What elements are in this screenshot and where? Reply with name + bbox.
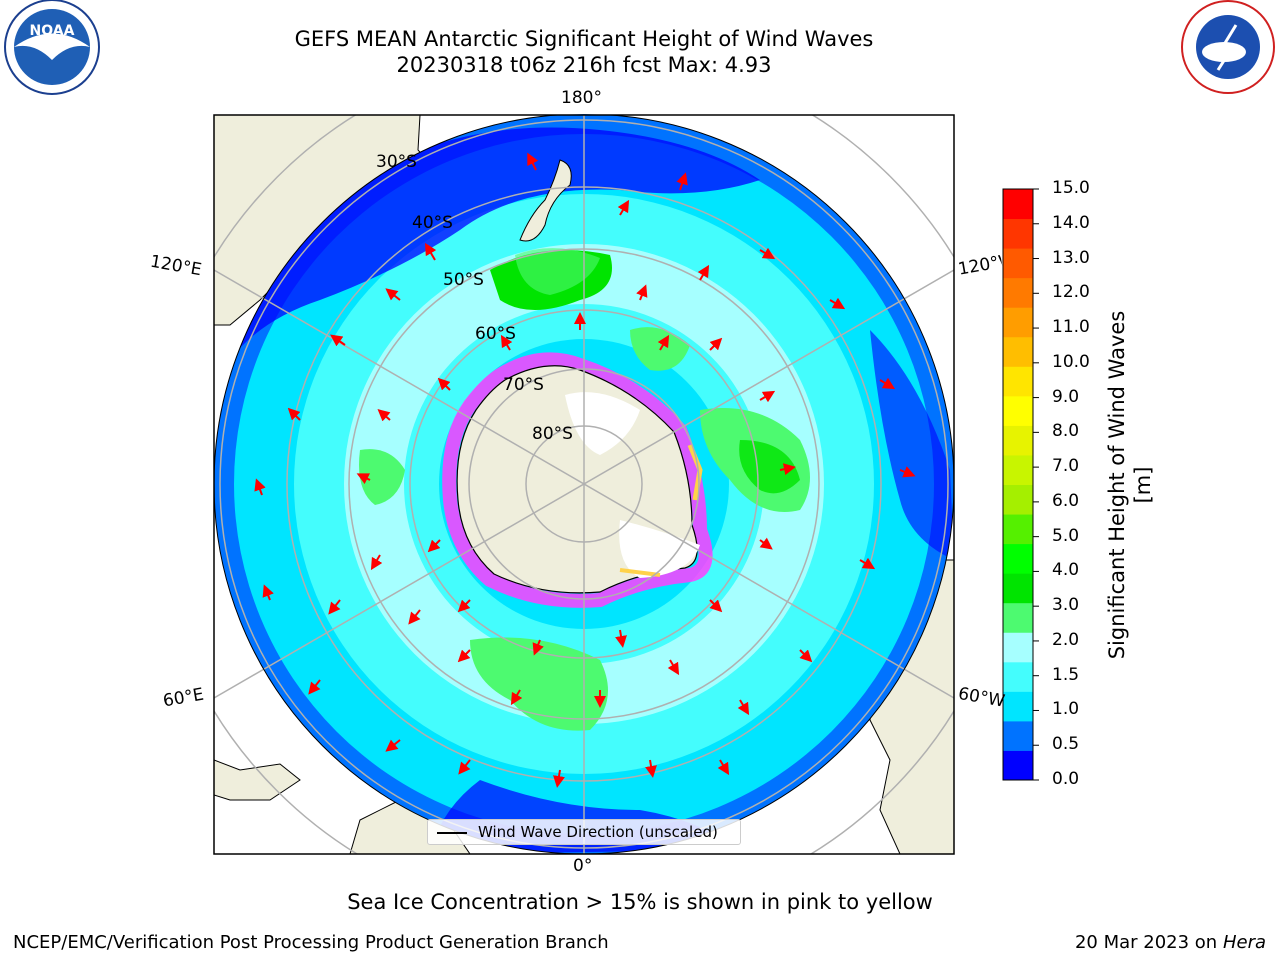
colorbar-tick-label: 9.0 xyxy=(1052,386,1080,407)
footer-date-text: 20 Mar 2023 on xyxy=(1074,932,1218,953)
land-new-zealand xyxy=(519,159,572,242)
sea-ice-note: Sea Ice Concentration > 15% is shown in … xyxy=(347,890,933,914)
map-panel xyxy=(213,114,955,855)
colorbar-tick-label: 6.0 xyxy=(1052,490,1080,511)
colorbar-segment xyxy=(1003,602,1033,633)
colorbar-tick-label: 7.0 xyxy=(1052,456,1080,477)
colorbar-tick-label: 0.5 xyxy=(1052,734,1080,755)
colorbar-segment xyxy=(1003,691,1033,722)
colorbar-segment xyxy=(1003,425,1033,456)
map-legend: Wind Wave Direction (unscaled) xyxy=(427,819,741,845)
colorbar-tick-label: 1.5 xyxy=(1052,664,1080,685)
parallel-label-70s: 70°S xyxy=(503,375,544,395)
colorbar-segment xyxy=(1003,543,1033,574)
colorbar-tick-label: 2.0 xyxy=(1052,629,1080,650)
colorbar-tick-label: 11.0 xyxy=(1052,317,1090,338)
colorbar-tick-label: 12.0 xyxy=(1052,282,1090,303)
colorbar-segment xyxy=(1003,632,1033,663)
colorbar xyxy=(1002,188,1039,781)
colorbar-tick-label: 0.0 xyxy=(1052,769,1080,789)
meridian-label-180: 180° xyxy=(561,88,602,108)
graticule xyxy=(214,115,954,854)
footer-host: Hera xyxy=(1222,932,1266,953)
legend-line-swatch xyxy=(437,832,467,834)
colorbar-tick-label: 13.0 xyxy=(1052,247,1090,268)
colorbar-frame xyxy=(1002,188,1034,781)
colorbar-segment xyxy=(1003,307,1033,338)
colorbar-tick-label: 14.0 xyxy=(1052,212,1090,233)
meridian-label-0: 0° xyxy=(573,856,593,876)
colorbar-segment xyxy=(1003,336,1033,367)
colorbar-segment xyxy=(1003,277,1033,308)
map-subtitle: 20230318 t06z 216h fcst Max: 4.93 xyxy=(396,53,772,77)
colorbar-tick-label: 1.0 xyxy=(1052,699,1080,720)
colorbar-label: Significant Height of Wind Waves [m] xyxy=(1105,310,1155,660)
colorbar-segment xyxy=(1003,514,1033,545)
wave-direction-arrows xyxy=(254,152,916,788)
colorbar-segment xyxy=(1003,218,1033,249)
footer-branch: NCEP/EMC/Verification Post Processing Pr… xyxy=(13,932,609,953)
parallel-label-80s: 80°S xyxy=(532,424,573,444)
colorbar-segment xyxy=(1003,189,1033,220)
colorbar-tick-label: 5.0 xyxy=(1052,525,1080,546)
map-title: GEFS MEAN Antarctic Significant Height o… xyxy=(294,27,874,51)
colorbar-segment xyxy=(1003,366,1033,397)
colorbar-tick-label: 10.0 xyxy=(1052,351,1090,372)
colorbar-segment xyxy=(1003,573,1033,604)
colorbar-tick-label: 15.0 xyxy=(1052,178,1090,198)
colorbar-tick-label: 3.0 xyxy=(1052,595,1080,616)
land-africa xyxy=(214,759,301,801)
colorbar-tick-label: 8.0 xyxy=(1052,421,1080,442)
legend-label: Wind Wave Direction (unscaled) xyxy=(478,823,718,841)
nws-logo xyxy=(1181,0,1275,94)
colorbar-segment xyxy=(1003,661,1033,692)
colorbar-segment xyxy=(1003,720,1033,751)
parallel-label-60s: 60°S xyxy=(475,324,516,344)
svg-text:NOAA: NOAA xyxy=(30,23,75,39)
colorbar-segment xyxy=(1003,395,1033,426)
noaa-logo: NOAA xyxy=(4,0,100,95)
colorbar-segment xyxy=(1003,484,1033,515)
footer-date: 20 Mar 2023 on Hera xyxy=(1075,932,1266,953)
colorbar-segment xyxy=(1003,750,1033,781)
colorbar-segment xyxy=(1003,248,1033,279)
parallel-label-30s: 30°S xyxy=(376,152,417,172)
colorbar-segment xyxy=(1003,454,1033,485)
parallel-label-50s: 50°S xyxy=(443,270,484,290)
colorbar-tick-label: 4.0 xyxy=(1052,560,1080,581)
parallel-label-40s: 40°S xyxy=(412,213,453,233)
